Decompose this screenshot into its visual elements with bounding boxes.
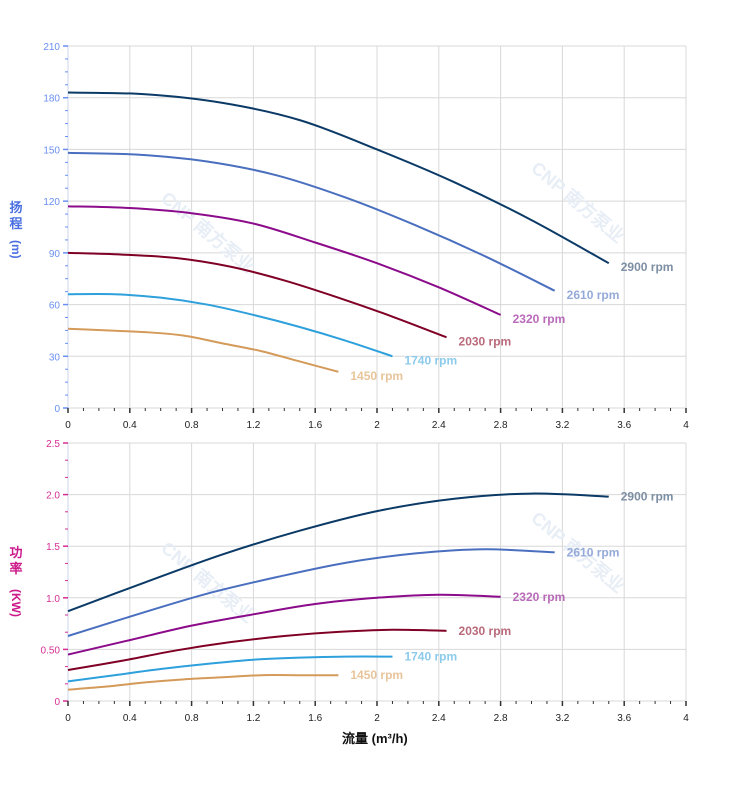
- series-label: 2610 rpm: [567, 545, 620, 559]
- series-line-2610-rpm: [67, 151, 556, 292]
- x-tick-label: 3.6: [617, 713, 631, 724]
- power-axis-label: 功 率 (KW): [8, 545, 24, 617]
- y-tick-label: 120: [43, 197, 60, 208]
- series-line-2900-rpm: [67, 492, 609, 613]
- x-tick-label: 1.6: [308, 420, 322, 431]
- head-panel: 0 30 60 90 120 150 180 210 0 0.4 0.8 1.2 1.6 2 2.4 2.8 3…: [43, 42, 689, 431]
- x-tick-label: 2.4: [432, 713, 446, 724]
- y-tick-label: 2.0: [46, 491, 60, 502]
- head-axis-unit: (m): [9, 240, 23, 259]
- x-tick-label: 0: [65, 713, 71, 724]
- series-line-1450-rpm: [67, 674, 339, 691]
- x-tick-label: 1.2: [246, 713, 260, 724]
- x-tick-label: 2: [374, 713, 380, 724]
- series-line-1450-rpm: [67, 327, 339, 373]
- y-tick-label: 0: [54, 697, 60, 708]
- series-label: 1740 rpm: [404, 650, 457, 664]
- x-tick-label: 0.8: [185, 420, 199, 431]
- series-line-2900-rpm: [67, 91, 610, 265]
- power-axis-unit: (KW): [9, 589, 23, 617]
- head-axis-label-char: 程: [9, 216, 23, 231]
- y-tick-label: 60: [49, 301, 61, 312]
- series-label: 2610 rpm: [567, 288, 620, 302]
- power-axis-label-char: 功: [9, 545, 23, 560]
- watermark-logo: CNP 南方泵业: [157, 537, 258, 627]
- head-axis-label: 扬 程 (m): [8, 200, 24, 259]
- series-label: 1450 rpm: [350, 668, 403, 682]
- series-line-2320-rpm: [67, 593, 501, 656]
- series-label: 2030 rpm: [459, 334, 512, 348]
- x-tick-label: 0.4: [123, 713, 137, 724]
- y-tick-label: 210: [43, 42, 60, 53]
- series-label: 1450 rpm: [350, 369, 403, 383]
- x-tick-label: 3.2: [555, 420, 569, 431]
- series-line-1740-rpm: [67, 292, 393, 358]
- series-label: 1740 rpm: [404, 353, 457, 367]
- y-tick-label: 0.50: [41, 645, 61, 656]
- series-label: 2320 rpm: [513, 312, 566, 326]
- x-tick-label: 1.6: [308, 713, 322, 724]
- x-axis-label: 流量 (m³/h): [342, 731, 408, 746]
- y-tick-label: 90: [49, 249, 61, 260]
- y-tick-label: 180: [43, 94, 60, 105]
- x-tick-label: 0: [65, 420, 71, 431]
- y-tick-label: 1.0: [46, 594, 60, 605]
- power-axis-label-char: 率: [9, 561, 23, 576]
- series-line-2030-rpm: [67, 628, 447, 672]
- x-tick-label: 2.4: [432, 420, 446, 431]
- series-line-2610-rpm: [67, 548, 555, 637]
- y-tick-label: 1.5: [46, 542, 60, 553]
- x-tick-label: 4: [683, 420, 689, 431]
- head-axis-label-char: 扬: [9, 200, 23, 215]
- x-tick-label: 3.6: [617, 420, 631, 431]
- series-line-2320-rpm: [67, 205, 502, 316]
- y-tick-label: 150: [43, 145, 60, 156]
- series-label: 2320 rpm: [513, 590, 566, 604]
- series-line-1740-rpm: [67, 655, 393, 683]
- power-panel: 0 0.50 1.0 1.5 2.0 2.5 0 0.4 0.8 1.2 1.6 2 2.4 2.8 3.2…: [41, 439, 690, 724]
- x-tick-label: 2: [374, 420, 380, 431]
- series-label: 2900 rpm: [621, 490, 674, 504]
- series-label: 2030 rpm: [459, 624, 512, 638]
- y-tick-label: 0: [54, 404, 60, 415]
- x-tick-label: 2.8: [494, 713, 508, 724]
- x-tick-label: 3.2: [555, 713, 569, 724]
- x-tick-label: 4: [683, 713, 689, 724]
- x-tick-label: 0.4: [123, 420, 137, 431]
- watermark-logo: CNP 南方泵业: [527, 157, 628, 247]
- y-tick-label: 30: [49, 352, 61, 363]
- series-label: 2900 rpm: [621, 260, 674, 274]
- x-tick-label: 2.8: [494, 420, 508, 431]
- x-tick-label: 1.2: [246, 420, 260, 431]
- x-tick-label: 0.8: [185, 713, 199, 724]
- y-tick-label: 2.5: [46, 439, 60, 450]
- series-line-2030-rpm: [67, 251, 447, 339]
